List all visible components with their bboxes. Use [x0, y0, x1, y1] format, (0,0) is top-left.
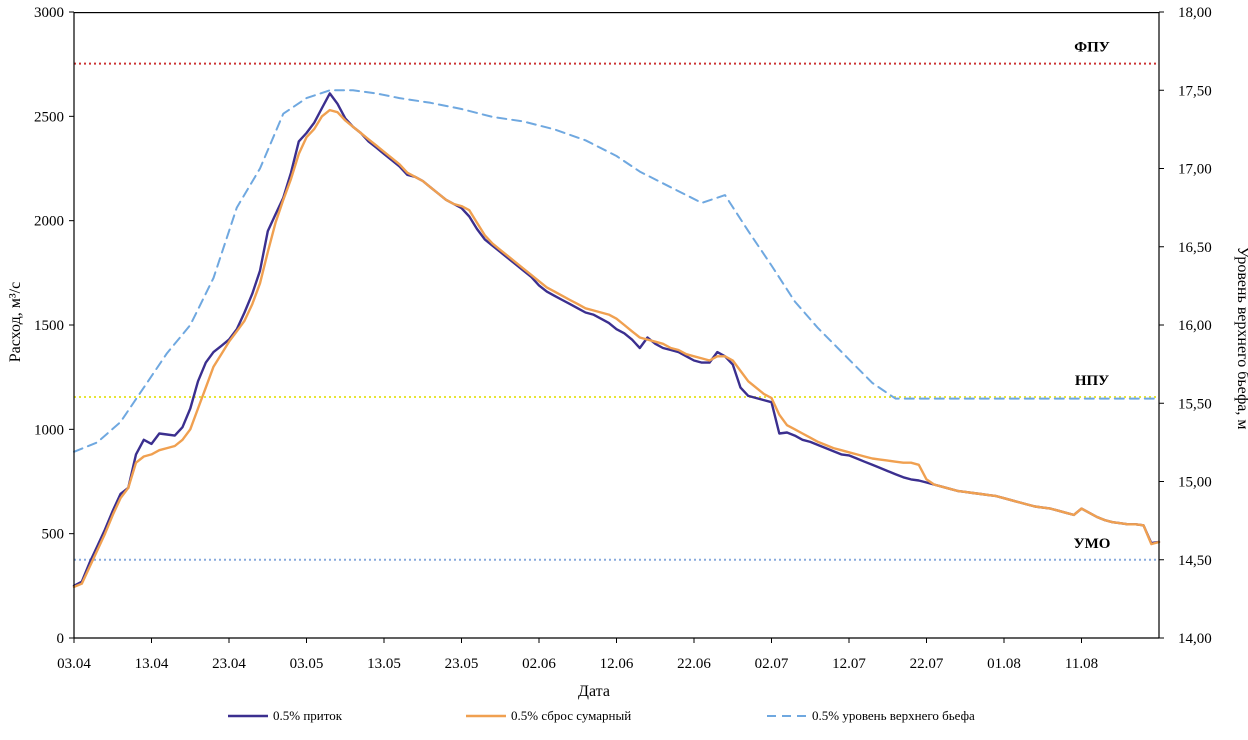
- reference-label-2: УМО: [1074, 536, 1111, 552]
- plot-top-border: [74, 12, 1159, 14]
- x-axis-ticks: 03.04 13.04 23.04 03.05 13.05 23.05 02.06 12.06…: [57, 638, 1098, 672]
- x-tick-label: 01.08: [987, 656, 1021, 672]
- x-tick-label: 03.04: [57, 656, 91, 672]
- legend-label-1: 0.5% сброс сумарный: [511, 708, 631, 723]
- series-line-2: [73, 89, 1160, 453]
- left-tick-label: 2500: [34, 109, 64, 125]
- left-tick-label: 2000: [34, 214, 64, 230]
- x-tick-label: 12.06: [600, 656, 634, 672]
- left-axis-ticks: 0 500 1000 1500 2000 2500 3000: [34, 5, 74, 647]
- x-tick-label: 23.04: [212, 656, 246, 672]
- x-tick-label: 03.05: [290, 656, 324, 672]
- x-tick-label: 13.05: [367, 656, 401, 672]
- left-tick-label: 0: [57, 631, 65, 647]
- plot-area: [74, 12, 1159, 14]
- legend: 0.5% приток 0.5% сброс сумарный 0.5% урове…: [228, 708, 975, 723]
- right-tick-label: 14,50: [1178, 553, 1212, 569]
- left-tick-label: 3000: [34, 5, 64, 21]
- x-axis-title: Дата: [578, 683, 610, 700]
- series-layer: [72, 89, 1161, 589]
- x-tick-label: 22.07: [910, 656, 944, 672]
- right-tick-label: 15,00: [1178, 475, 1212, 491]
- x-tick-label: 23.05: [445, 656, 479, 672]
- right-tick-label: 17,50: [1178, 83, 1212, 99]
- x-tick-label: 13.04: [135, 656, 169, 672]
- right-tick-label: 16,00: [1178, 318, 1212, 334]
- y-axis-title: Расход, м³/с: [7, 282, 24, 362]
- right-tick-label: 18,00: [1178, 5, 1212, 21]
- x-tick-label: 22.06: [677, 656, 711, 672]
- left-tick-label: 1000: [34, 422, 64, 438]
- x-tick-label: 02.06: [522, 656, 556, 672]
- series-line-1: [72, 108, 1161, 589]
- reference-label-1: НПУ: [1075, 373, 1109, 389]
- right-tick-label: 14,00: [1178, 631, 1212, 647]
- series-line-0: [72, 92, 1161, 587]
- right-tick-label: 17,00: [1178, 162, 1212, 178]
- x-tick-label: 11.08: [1065, 656, 1098, 672]
- legend-label-2: 0.5% уровень верхнего бьефа: [812, 708, 975, 723]
- y2-axis-title: Уровень верхнего бьефа, м: [1234, 246, 1248, 429]
- right-tick-label: 15,50: [1178, 396, 1212, 412]
- x-tick-label: 02.07: [755, 656, 789, 672]
- axes: [73, 12, 1160, 639]
- left-tick-label: 1500: [34, 318, 64, 334]
- reference-label-0: ФПУ: [1074, 40, 1110, 56]
- left-tick-label: 500: [42, 527, 65, 543]
- right-axis-ticks: 14,00 14,50 15,00 15,50 16,00 16,50 17,00 17,50…: [1159, 5, 1212, 647]
- right-tick-label: 16,50: [1178, 240, 1212, 256]
- legend-label-0: 0.5% приток: [273, 708, 343, 723]
- x-tick-label: 12.07: [832, 656, 866, 672]
- reference-lines: ФПУ НПУ УМО: [74, 40, 1159, 561]
